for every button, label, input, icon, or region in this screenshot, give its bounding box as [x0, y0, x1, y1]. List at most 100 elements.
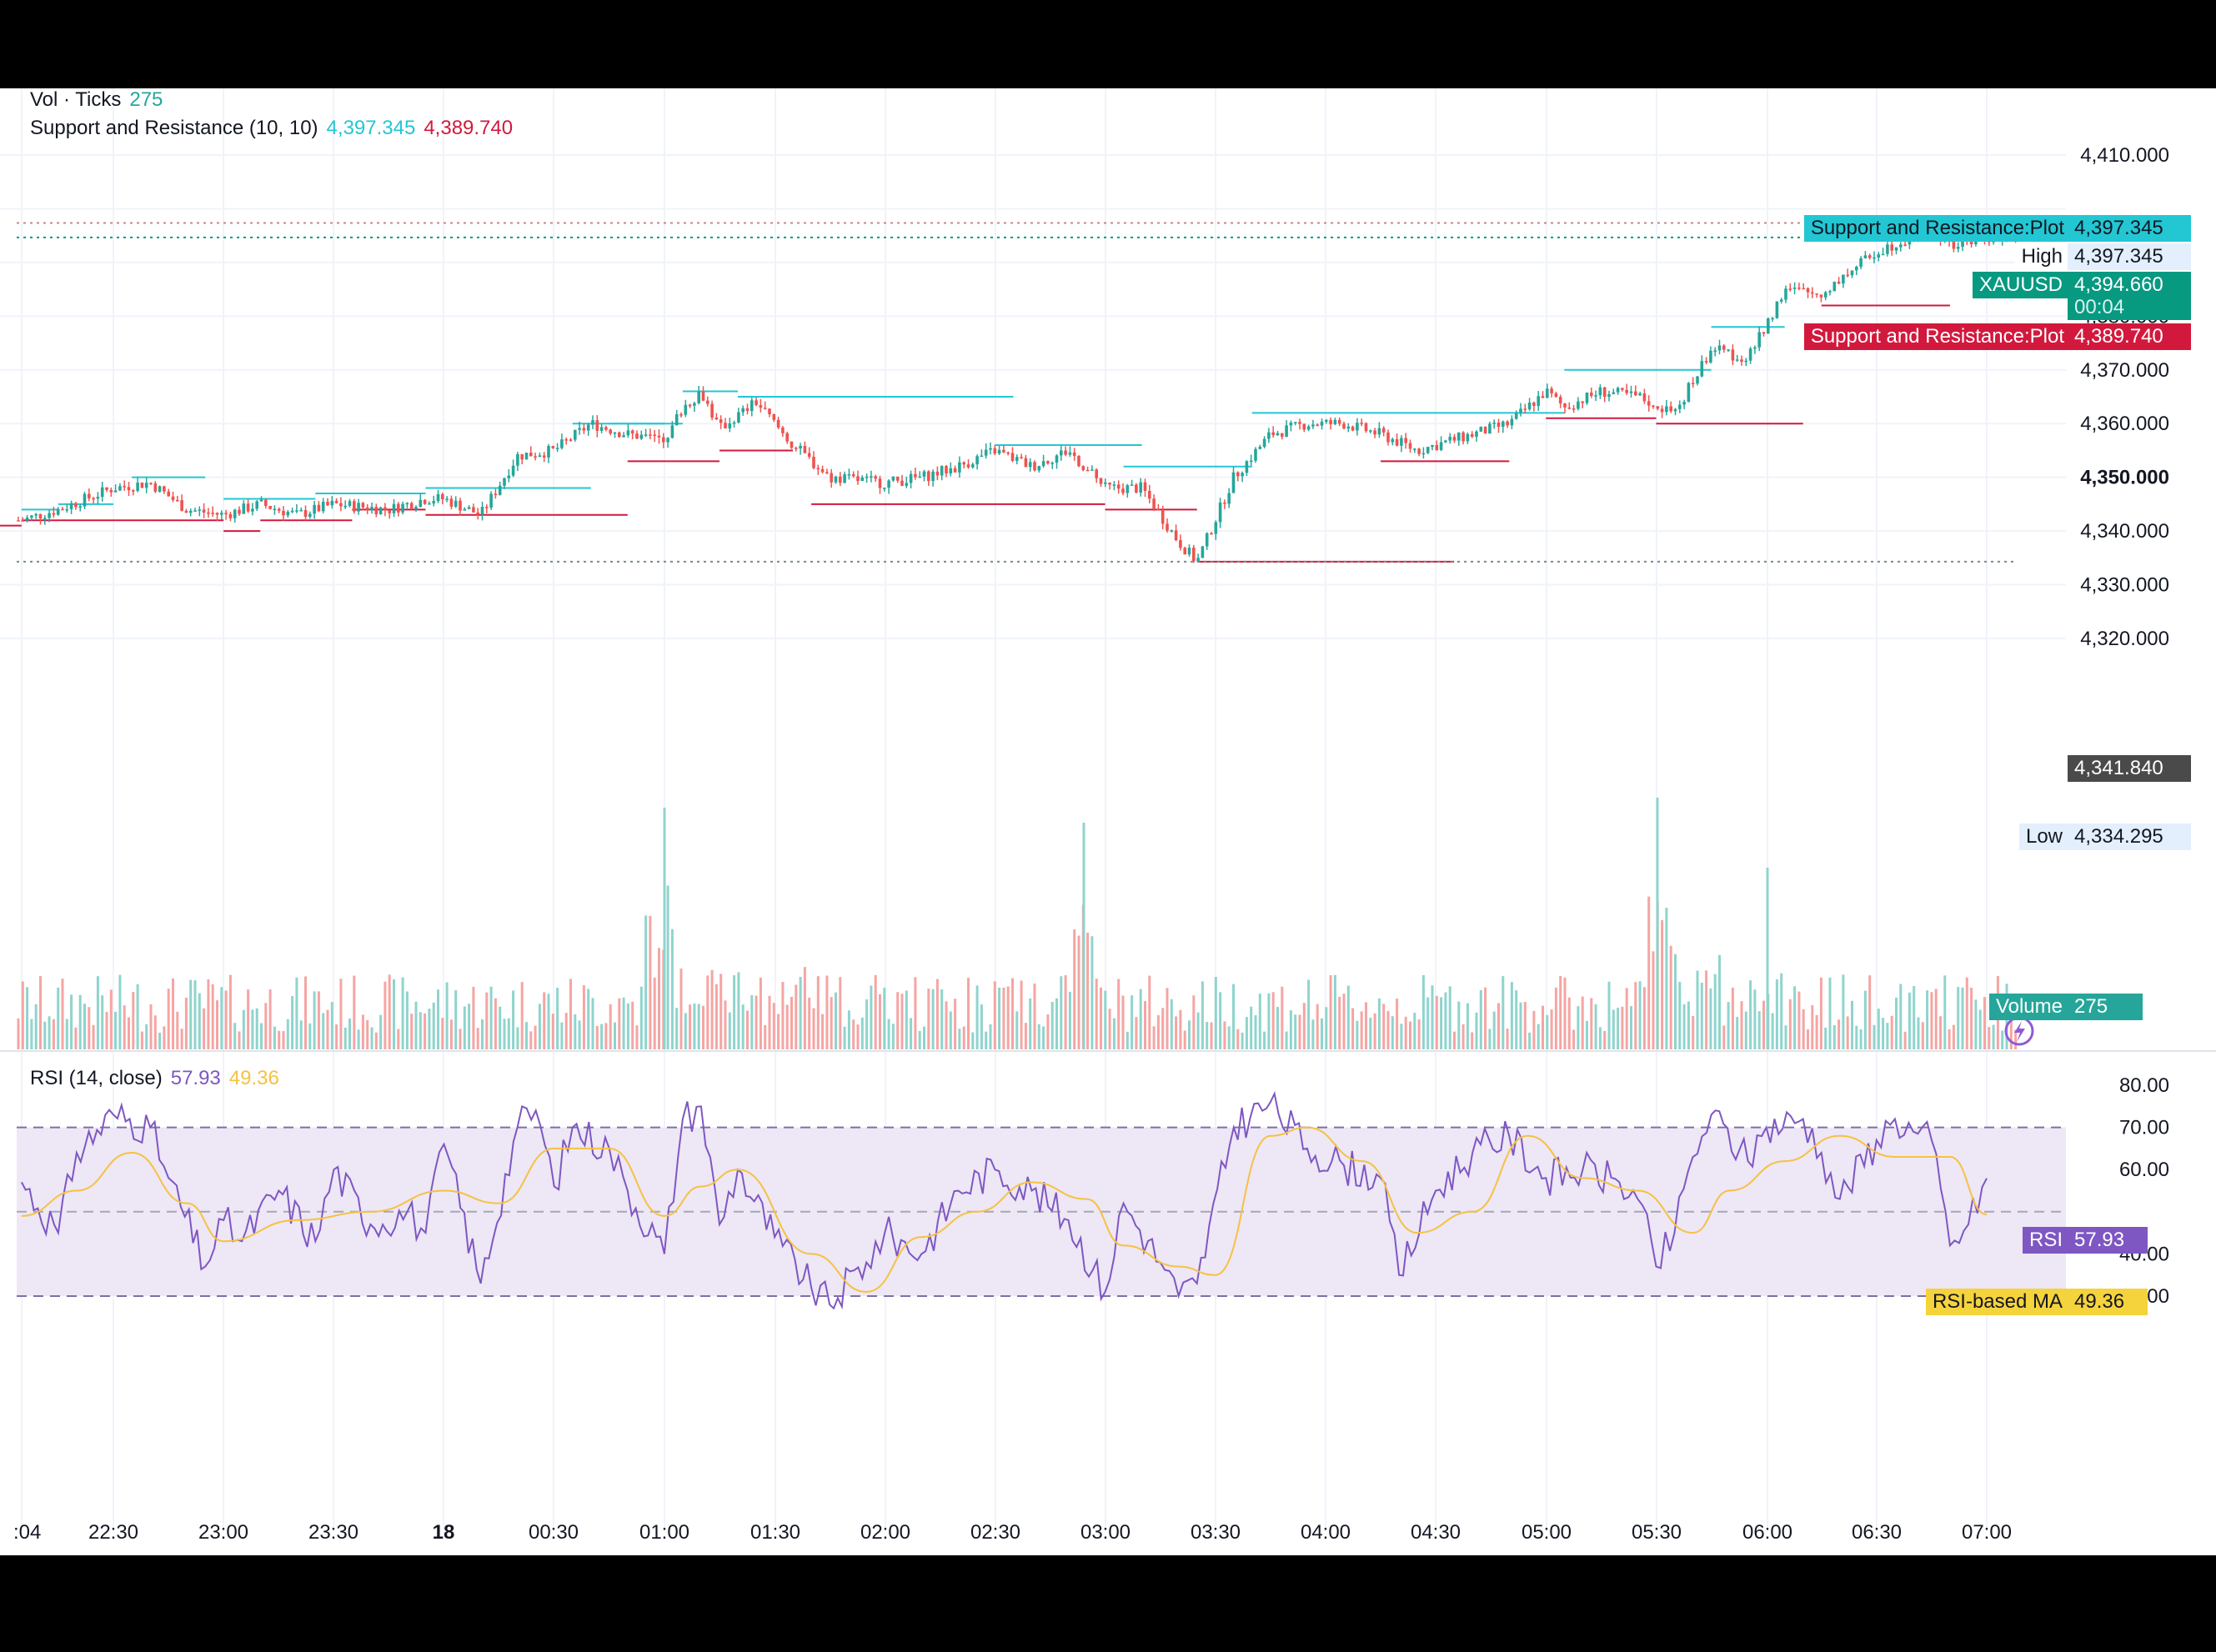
candle-body — [847, 473, 851, 476]
candle-body — [1170, 530, 1174, 532]
volume-bar — [1050, 1002, 1054, 1049]
volume-bar — [1727, 1002, 1730, 1049]
candle-body — [547, 446, 550, 458]
volume-bar — [428, 1009, 431, 1049]
candle-body — [180, 499, 183, 511]
volume-bar — [494, 998, 497, 1049]
candle-body — [887, 480, 890, 488]
candle-body — [1320, 421, 1324, 426]
volume-bar — [1148, 975, 1151, 1049]
candle-body — [1148, 491, 1151, 499]
volume-bar — [348, 1018, 351, 1049]
volume-bar — [1196, 1012, 1200, 1049]
candle-body — [1886, 244, 1889, 254]
candle-body — [321, 502, 325, 512]
candle-body — [1647, 401, 1651, 406]
volume-bar — [980, 1004, 983, 1049]
volume-bar — [207, 979, 210, 1049]
volume-bar — [768, 995, 771, 1049]
candle-body — [935, 471, 940, 476]
candle-body — [127, 487, 131, 491]
candle-body — [1033, 462, 1036, 471]
countdown-tag: 00:04 — [2068, 297, 2191, 320]
volume-bar — [1921, 1022, 1924, 1049]
volume-legend[interactable]: Vol · Ticks 275 — [30, 88, 171, 112]
candle-body — [1709, 350, 1712, 363]
volume-bar — [247, 989, 250, 1049]
volume-bar — [1421, 974, 1425, 1049]
volume-bar — [719, 974, 723, 1049]
candle-body — [1337, 419, 1341, 424]
volume-bar — [405, 991, 409, 1049]
high-tag-value: 4,397.345 — [2068, 243, 2191, 270]
candle-body — [1779, 299, 1783, 302]
candle-body — [984, 449, 988, 456]
candle-body — [1050, 463, 1054, 464]
candle-body — [1842, 274, 1845, 284]
volume-bar — [1156, 1014, 1160, 1049]
volume-bar — [635, 1025, 639, 1049]
volume-bar — [1360, 1011, 1363, 1049]
candle-body — [586, 424, 590, 431]
candle-body — [1426, 447, 1430, 453]
candle-body — [1541, 396, 1545, 398]
volume-tag-value: 275 — [2068, 994, 2143, 1020]
volume-bar — [1612, 1009, 1615, 1049]
candle-body — [1306, 426, 1311, 430]
sr-legend[interactable]: Support and Resistance (10, 10) 4,397.345… — [30, 117, 521, 140]
volume-bar — [1577, 1006, 1580, 1049]
symbol-tag[interactable]: XAUUSD — [1972, 272, 2069, 298]
volume-bar — [644, 915, 648, 1049]
candle-body — [392, 503, 396, 513]
candle-body — [1952, 241, 1956, 249]
volume-bar — [1391, 1016, 1394, 1049]
volume-bar — [975, 985, 979, 1049]
volume-bar — [816, 976, 820, 1049]
candle-body — [697, 391, 700, 403]
volume-bar — [2014, 1029, 2018, 1049]
volume-bar — [1369, 1018, 1372, 1049]
candle-body — [741, 408, 745, 413]
volume-bar — [679, 969, 683, 1049]
rsi-legend[interactable]: RSI (14, close) 57.93 49.36 — [30, 1067, 288, 1090]
candle-body — [339, 503, 343, 507]
candle-body — [264, 499, 268, 507]
volume-bar — [1542, 1005, 1544, 1049]
volume-bar — [1899, 984, 1903, 1049]
volume-bar — [1634, 982, 1637, 1049]
time-axis[interactable]: :04 22:30 23:00 23:30 18 00:30 01:00 01:30 02:00… — [13, 1521, 2012, 1544]
volume-bar — [1011, 978, 1014, 1049]
volume-bar — [326, 1009, 329, 1049]
volume-bar — [799, 976, 802, 1049]
candle-body — [1497, 423, 1501, 428]
candle-body — [198, 509, 202, 511]
volume-bar — [43, 1021, 47, 1049]
volume-bar — [388, 974, 391, 1049]
candle-body — [211, 513, 214, 514]
candle-body — [958, 462, 961, 473]
candle-body — [140, 483, 144, 488]
candle-body — [1687, 383, 1691, 403]
volume-bar — [1471, 1032, 1474, 1049]
candle-body — [1598, 387, 1602, 396]
volume-bar — [1431, 985, 1434, 1049]
volume-bar — [1851, 1000, 1853, 1049]
volume-bar — [1630, 1006, 1632, 1049]
candle-body — [799, 445, 802, 449]
chart-svg[interactable]: 4,410.0004,380.0004,370.0004,360.0004,35… — [0, 88, 2216, 1555]
chart-area[interactable]: 4,410.0004,380.0004,370.0004,360.0004,35… — [0, 88, 2216, 1555]
candle-body — [365, 507, 369, 511]
volume-bar — [578, 1020, 581, 1049]
volume-bar — [1386, 1010, 1390, 1049]
volume-bar — [1346, 985, 1350, 1049]
volume-bar — [547, 994, 550, 1049]
volume-bar — [1815, 1014, 1818, 1049]
candle-body — [630, 430, 634, 434]
rsi-ma-line — [21, 1126, 1988, 1293]
volume-bar — [1276, 1007, 1279, 1049]
candle-body — [1881, 253, 1885, 256]
volume-bar — [1302, 1003, 1306, 1049]
volume-bar — [870, 985, 873, 1049]
candle-body — [472, 507, 475, 513]
